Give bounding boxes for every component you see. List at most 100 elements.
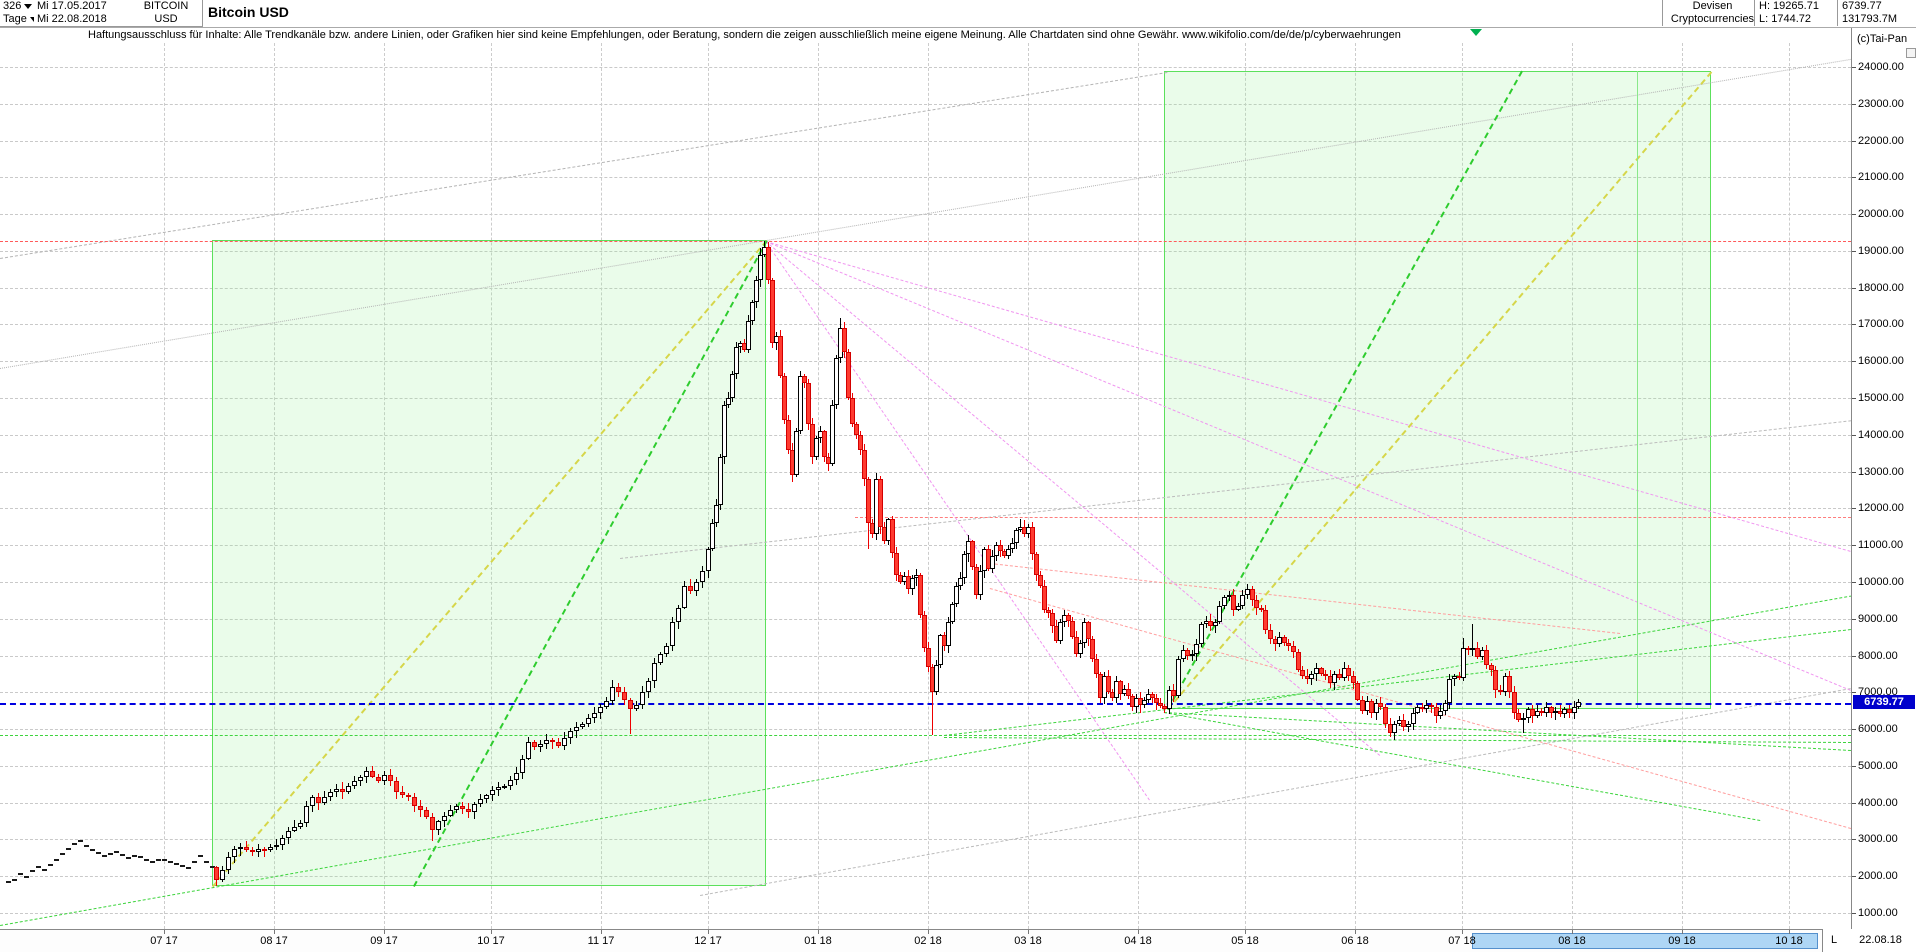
price-axis-label: 4000.00 <box>1858 796 1898 809</box>
close-dash-mark <box>48 864 53 867</box>
candle-down <box>858 434 863 450</box>
close-dash-mark <box>168 860 173 863</box>
candle-wick <box>1020 519 1021 532</box>
candle-wick <box>264 847 265 857</box>
candle-wick <box>1472 624 1473 657</box>
candle-up <box>268 847 273 851</box>
gridline-v <box>1355 43 1356 929</box>
candle-up <box>1199 624 1204 645</box>
gray-dashed-upper <box>0 72 1168 259</box>
candle-up <box>646 681 651 693</box>
candle-down <box>1185 650 1190 656</box>
candle-up <box>1167 690 1172 709</box>
candle-up <box>286 830 291 838</box>
gridline-h <box>0 839 1851 841</box>
price-axis-label: 2000.00 <box>1858 870 1898 883</box>
axis-tick <box>1852 839 1856 841</box>
candle-up <box>710 523 715 549</box>
candle-up <box>544 740 549 744</box>
candle-up <box>364 771 369 777</box>
position-marker-icon[interactable] <box>1470 29 1482 36</box>
symbol-name: BITCOIN <box>130 0 203 13</box>
candle-up <box>1521 718 1526 721</box>
candle-down <box>406 795 411 798</box>
price-axis[interactable]: (c)Tai-Pan 6739.77 1000.00 2000.00 3000.00… <box>1851 0 1916 952</box>
price-axis-label: 5000.00 <box>1858 759 1898 772</box>
candle-wick <box>552 737 553 749</box>
axis-tick <box>1028 930 1029 934</box>
candle-up <box>1309 673 1314 680</box>
candle-down <box>1401 719 1406 728</box>
gridline-h <box>0 802 1851 804</box>
axis-tick <box>1789 930 1790 934</box>
close-dash-mark <box>6 881 11 884</box>
close-dash-mark <box>60 853 65 856</box>
date-from-field[interactable]: Mi 17.05.2017 <box>34 0 136 14</box>
last-and-volume: 6739.77 131793.7M <box>1837 0 1916 26</box>
gridline-v <box>1682 43 1683 929</box>
candle-down <box>418 806 423 810</box>
candle-down <box>1254 600 1259 608</box>
axis-tick <box>1852 876 1856 878</box>
candle-up <box>794 431 799 476</box>
candle-up <box>938 635 943 665</box>
candle-up <box>436 821 441 831</box>
axis-tick <box>1462 930 1463 934</box>
red-resistance-11760 <box>855 517 1851 518</box>
candle-down <box>766 247 771 281</box>
candle-up <box>478 798 483 805</box>
candle-up <box>574 727 579 731</box>
candle-up <box>358 776 363 782</box>
close-dash-mark <box>54 858 59 861</box>
candle-down <box>460 806 465 810</box>
candle-up <box>746 320 751 351</box>
axis-tick <box>601 930 602 934</box>
close-dash-mark <box>210 866 215 869</box>
axis-tick <box>1852 103 1856 105</box>
time-axis-label: 10 18 <box>1775 935 1803 947</box>
axis-tick <box>1245 930 1246 934</box>
close-dash-mark <box>150 860 155 863</box>
candle-down <box>1369 701 1374 713</box>
gridline-h <box>0 581 1851 583</box>
gridline-v <box>1789 43 1790 929</box>
axis-tick <box>274 930 275 934</box>
gridline-h <box>0 655 1851 657</box>
gridline-h <box>0 214 1851 216</box>
candle-up <box>1562 708 1567 715</box>
last-marker: L <box>1822 929 1846 952</box>
time-axis-label: 06 18 <box>1341 935 1369 947</box>
axis-tick <box>1852 802 1856 804</box>
window-widget-icon[interactable] <box>1906 48 1916 58</box>
time-axis[interactable]: 07 17 08 17 09 17 10 17 11 17 12 17 01 18 02 18… <box>0 929 1851 952</box>
candle-up <box>1544 707 1549 713</box>
candle-up <box>1443 703 1448 711</box>
period-dropdown[interactable]: Tage <box>0 13 40 27</box>
candle-up <box>232 848 237 858</box>
price-axis-label: 11000.00 <box>1858 539 1904 552</box>
time-axis-label: 08 18 <box>1558 935 1586 947</box>
candle-down <box>424 810 429 818</box>
gridline-v <box>708 43 709 929</box>
candle-down <box>340 788 345 793</box>
axis-tick <box>928 930 929 934</box>
chevron-down-icon <box>24 3 33 9</box>
chart-plot-area[interactable] <box>0 43 1851 929</box>
date-to-field[interactable]: Mi 22.08.2018 <box>34 13 136 27</box>
price-axis-label: 9000.00 <box>1858 612 1898 625</box>
candle-down <box>1507 675 1512 693</box>
last-date-label: 22.08.18 <box>1845 929 1916 952</box>
candle-wick <box>1500 684 1501 695</box>
candle-up <box>990 556 995 570</box>
period-value: Tage <box>3 13 27 25</box>
candle-up <box>1572 707 1577 713</box>
candle-up <box>382 775 387 781</box>
candle-up <box>586 718 591 724</box>
candle-down <box>1539 710 1544 713</box>
candle-up <box>658 653 663 663</box>
close-dash-mark <box>144 858 149 861</box>
time-axis-label: 04 18 <box>1124 935 1152 947</box>
candle-down <box>1360 699 1365 711</box>
candle-up <box>1222 596 1227 606</box>
candle-up <box>640 692 645 706</box>
